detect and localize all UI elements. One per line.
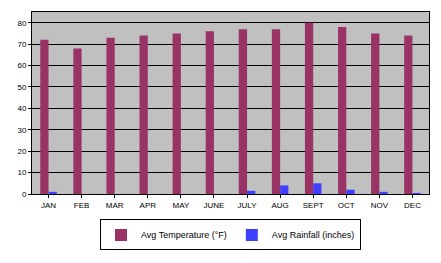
svg-text:80: 80 <box>17 19 26 28</box>
svg-text:Avg Rainfall (inches): Avg Rainfall (inches) <box>272 230 354 240</box>
svg-text:50: 50 <box>17 83 26 92</box>
svg-text:40: 40 <box>17 104 26 113</box>
svg-text:Avg Temperature (°F): Avg Temperature (°F) <box>141 230 227 240</box>
svg-text:70: 70 <box>17 40 26 49</box>
svg-text:10: 10 <box>17 168 26 177</box>
svg-text:SEPT: SEPT <box>303 201 324 210</box>
svg-text:MAY: MAY <box>173 201 190 210</box>
svg-text:30: 30 <box>17 126 26 135</box>
svg-text:20: 20 <box>17 147 26 156</box>
svg-text:OCT: OCT <box>338 201 355 210</box>
svg-text:60: 60 <box>17 61 26 70</box>
svg-text:0: 0 <box>22 190 27 199</box>
svg-text:DEC: DEC <box>404 201 421 210</box>
svg-text:FEB: FEB <box>74 201 90 210</box>
svg-text:MAR: MAR <box>106 201 124 210</box>
svg-text:AUG: AUG <box>271 201 288 210</box>
svg-text:NOV: NOV <box>371 201 389 210</box>
svg-text:JULY: JULY <box>238 201 258 210</box>
svg-text:JAN: JAN <box>41 201 56 210</box>
svg-text:APR: APR <box>140 201 157 210</box>
svg-text:JUNE: JUNE <box>204 201 225 210</box>
